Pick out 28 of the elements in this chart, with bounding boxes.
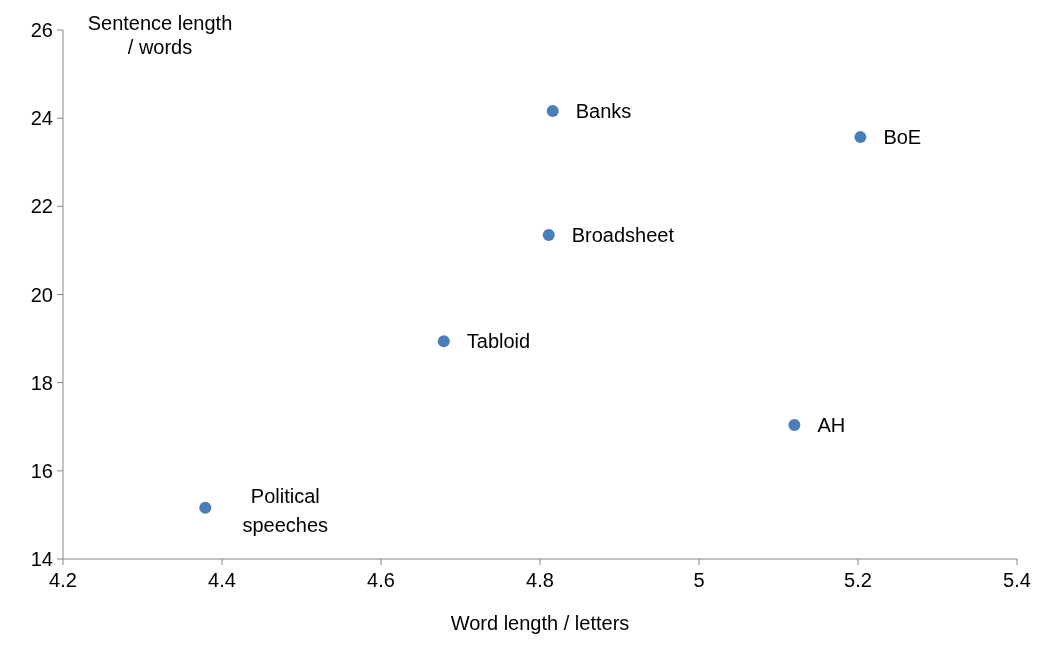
annotation: Tabloid [466,330,531,353]
y-tick-label: 20 [30,283,53,306]
y-tick-label: 16 [30,459,53,482]
y-tick-label: 26 [30,19,53,41]
annotation: Banks [575,100,632,123]
annotation: Political speeches [242,484,329,536]
x-tick-label: 5.4 [1003,569,1031,591]
x-tick-label: 5.2 [844,569,872,591]
annotation: Broadsheet [571,223,675,246]
x-tick-label: 4.4 [208,569,236,591]
point [788,418,801,431]
annotation: AH [817,413,846,436]
y-tick-label: 24 [30,107,53,130]
x-tick-label: 5 [693,569,705,591]
y-tick-label: 18 [30,371,53,394]
x-axis-title: Word length / letters [450,612,630,634]
point [437,335,450,348]
x-tick-label: 4.6 [367,569,395,591]
y-tick-label: 14 [30,548,53,570]
y-axis-title: Sentence length / words [87,12,233,58]
point [854,131,867,144]
point [546,105,559,118]
x-tick-label: 4.8 [526,569,554,591]
y-tick-label: 22 [30,195,53,218]
x-tick-label: 4.2 [49,569,77,591]
point [542,228,555,241]
annotation: BoE [883,126,922,149]
point [199,501,212,514]
